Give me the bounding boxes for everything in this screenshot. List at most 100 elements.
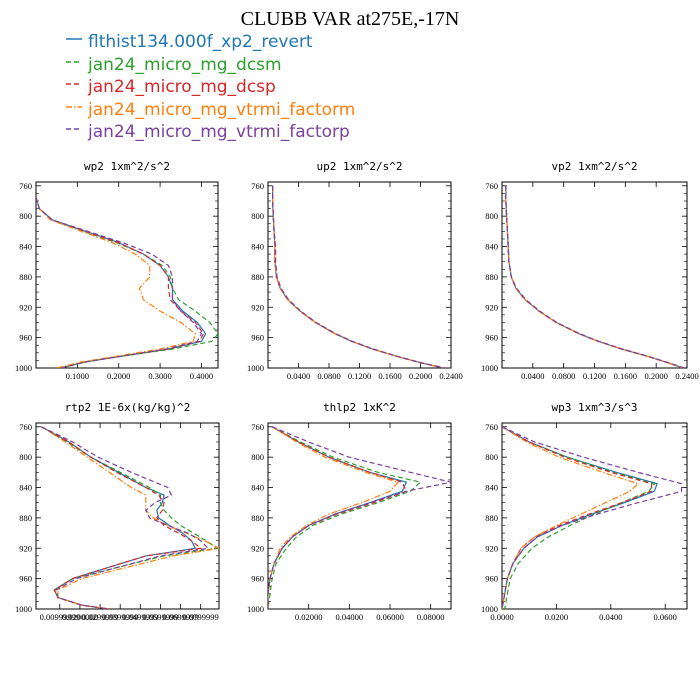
legend-label: jan24_micro_mg_dcsp: [88, 77, 276, 97]
y-tick-label: 920: [485, 543, 498, 553]
x-tick-label: 0.2400: [675, 371, 698, 381]
series-line: [268, 426, 451, 609]
figure-title: CLUBB VAR at275E,-17N: [240, 8, 460, 30]
y-tick-label: 920: [251, 543, 264, 553]
plot-panel: rtp2 1E-6x(kg/kg)^2 760 800 840 880 920 960 100…: [15, 401, 220, 622]
legend-line-swatch: [66, 38, 82, 40]
x-tick-label: 0.2000: [409, 371, 432, 381]
y-tick-label: 1000: [15, 363, 32, 373]
x-tick-label: 0.0800: [317, 371, 340, 381]
series-line: [36, 197, 207, 368]
x-tick-label: 0.0799999: [183, 612, 219, 622]
y-tick-label: 800: [251, 452, 264, 462]
x-tick-label: 0.0299999: [82, 612, 118, 622]
y-tick-label: 760: [19, 181, 32, 191]
y-tick-label: 880: [19, 513, 32, 523]
y-tick-label: 760: [485, 422, 498, 432]
y-tick-label: 880: [19, 272, 32, 282]
series-line: [505, 185, 684, 368]
y-tick-label: 1000: [247, 604, 264, 614]
y-tick-label: 880: [251, 513, 264, 523]
panel-frame: [501, 422, 688, 610]
x-tick-label: 0.0400: [521, 371, 544, 381]
legend-label: jan24_micro_mg_dcsm: [88, 54, 282, 75]
series-line: [36, 197, 218, 368]
panel-title: wp2 1xm^2/s^2: [84, 160, 170, 173]
x-tick-label: 0.1600: [614, 371, 637, 381]
x-tick-label: 0.0400: [599, 612, 622, 622]
y-tick-label: 960: [485, 333, 498, 343]
legend-line-swatch: [66, 60, 82, 63]
x-tick-label: 0.0800: [552, 371, 575, 381]
panel-title: up2 1xm^2/s^2: [316, 160, 402, 173]
legend-line-swatch: [66, 105, 82, 108]
y-tick-label: 960: [19, 574, 32, 584]
x-tick-label: 0.2000: [107, 371, 130, 381]
y-tick-label: 800: [485, 211, 498, 221]
y-tick-label: 920: [485, 302, 498, 312]
y-tick-label: 800: [19, 452, 32, 462]
series-line: [505, 185, 684, 368]
panel-frame: [267, 181, 452, 369]
y-tick-label: 840: [485, 483, 498, 493]
x-tick-label: 0.02000: [295, 612, 323, 622]
y-tick-label: 760: [19, 422, 32, 432]
x-tick-label: 0.0200: [545, 612, 568, 622]
y-tick-label: 760: [251, 422, 264, 432]
panel-title: vp2 1xm^2/s^2: [551, 160, 637, 173]
x-tick-label: 0.2000: [644, 371, 667, 381]
series-line: [505, 185, 685, 368]
y-tick-label: 920: [19, 302, 32, 312]
panel-title: wp3 1xm^3/s^3: [551, 401, 637, 414]
series-line: [36, 197, 203, 368]
y-tick-label: 1000: [247, 363, 264, 373]
x-tick-label: 0.3000: [148, 371, 171, 381]
plot-panel: thlp2 1xK^2 760 800 840 880 920 960 1000 0.02000…: [247, 401, 452, 622]
series-line: [41, 426, 219, 609]
y-tick-label: 880: [485, 272, 498, 282]
series-line: [505, 185, 684, 368]
x-tick-label: 0.0399999: [102, 612, 138, 622]
series-line: [502, 426, 653, 609]
legend-item: jan24_micro_mg_vtrmi_factorp: [66, 121, 486, 144]
x-tick-label: 0.1200: [348, 371, 371, 381]
legend-label: flthist134.000f_xp2_revert: [88, 32, 313, 52]
panel-frame: [267, 422, 452, 610]
y-tick-label: 1000: [15, 604, 32, 614]
y-tick-label: 960: [19, 333, 32, 343]
legend-label: jan24_micro_mg_vtrmi_factorm: [88, 99, 356, 120]
x-tick-label: 0.0200000: [62, 612, 98, 622]
x-tick-label: 0.0000: [490, 612, 513, 622]
y-tick-label: 840: [251, 242, 264, 252]
y-tick-label: 840: [251, 483, 264, 493]
x-tick-label: 0.2400: [439, 371, 462, 381]
series-line: [272, 185, 446, 368]
plot-panel: up2 1xm^2/s^2 760 800 840 880 920 960 1000 0.040…: [247, 160, 463, 381]
legend-label: jan24_micro_mg_vtrmi_factorp: [88, 122, 350, 142]
series-line: [505, 185, 684, 368]
x-tick-label: 0.4000: [190, 371, 213, 381]
panel-title: thlp2 1xK^2: [323, 401, 396, 414]
legend-item: jan24_micro_mg_dcsp: [66, 76, 486, 99]
series-line: [502, 426, 640, 609]
legend-item: flthist134.000f_xp2_revert: [66, 31, 486, 54]
legend: flthist134.000f_xp2_revert jan24_micro_m…: [66, 31, 486, 144]
legend-item: jan24_micro_mg_dcsm: [66, 54, 486, 77]
y-tick-label: 800: [251, 211, 264, 221]
x-tick-label: 0.0499999: [122, 612, 158, 622]
x-tick-label: 0.0600: [654, 612, 677, 622]
x-tick-label: 0.0400: [287, 371, 310, 381]
y-tick-label: 840: [485, 242, 498, 252]
panel-frame: [35, 422, 220, 610]
y-tick-label: 840: [19, 483, 32, 493]
series-line: [268, 426, 400, 609]
series-line: [41, 426, 210, 609]
y-tick-label: 800: [485, 452, 498, 462]
legend-line-swatch: [66, 128, 82, 130]
x-tick-label: 0.0599999: [142, 612, 178, 622]
x-tick-label: 0.1600: [378, 371, 401, 381]
y-tick-label: 760: [485, 181, 498, 191]
plot-panel: vp2 1xm^2/s^2 760 800 840 880 920 960 1000 0.040…: [481, 160, 699, 381]
